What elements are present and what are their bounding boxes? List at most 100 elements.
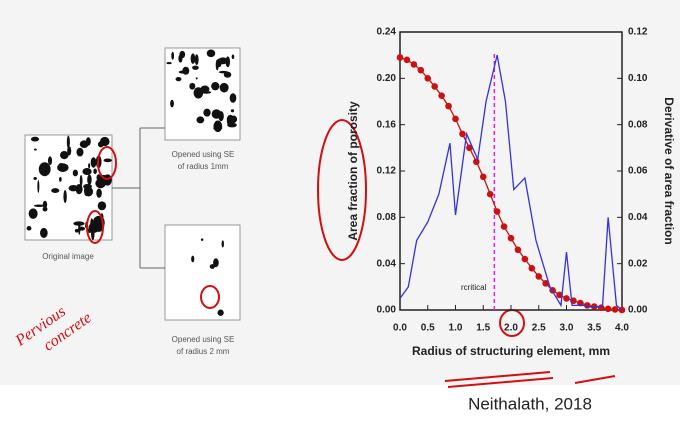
y-tick-label: 0.08: [377, 212, 397, 223]
pore: [43, 201, 47, 208]
pore: [211, 82, 219, 90]
point: [404, 57, 411, 64]
pore: [83, 184, 92, 189]
point: [529, 265, 536, 272]
y-tick-label: 0.12: [377, 166, 397, 177]
pore: [218, 57, 227, 64]
point: [522, 256, 529, 263]
y2-tick-label: 0.02: [628, 258, 648, 269]
pore: [232, 54, 235, 59]
pore: [196, 116, 204, 123]
y-tick-label: 0.16: [377, 119, 397, 130]
pore: [171, 52, 174, 60]
caption: of radius 1mm: [178, 162, 229, 171]
pore: [88, 163, 90, 168]
point: [535, 273, 542, 280]
x-tick-label: 2.0: [504, 323, 518, 334]
critical-label: rcritical: [461, 283, 487, 292]
pore: [91, 227, 95, 240]
pore: [213, 126, 222, 130]
pore: [210, 264, 215, 269]
pore: [98, 201, 106, 210]
pore: [170, 100, 174, 108]
pore: [192, 66, 199, 70]
pore: [103, 174, 112, 185]
y2-tick-label: 0.10: [628, 73, 648, 84]
pore: [216, 59, 219, 70]
point: [487, 191, 494, 198]
x-tick-label: 1.5: [476, 323, 490, 334]
pore: [34, 148, 37, 150]
x-tick-label: 2.5: [532, 323, 546, 334]
point: [473, 158, 480, 165]
y-axis-label: Area fraction of porosity: [346, 101, 360, 241]
citation: Neithalath, 2018: [468, 394, 592, 413]
x-tick-label: 3.0: [560, 323, 574, 334]
pore: [48, 156, 52, 165]
pore: [27, 226, 32, 231]
pore: [220, 83, 229, 93]
pore: [91, 157, 97, 167]
point: [459, 131, 466, 138]
point: [418, 67, 425, 74]
y-tick-label: 0.00: [377, 305, 397, 316]
pore: [230, 93, 237, 102]
pore: [231, 109, 234, 112]
pore: [219, 71, 228, 74]
slide: Original image Opened using SE of radius…: [0, 0, 680, 421]
caption: Opened using SE: [172, 150, 235, 159]
caption: Original image: [42, 252, 94, 261]
pore: [207, 49, 215, 57]
page: {"images": {"original": "Original image"…: [0, 0, 680, 421]
pore: [213, 112, 220, 115]
y2-axis-label: Derivative of area fraction: [662, 97, 676, 244]
pore: [200, 86, 209, 93]
pore: [69, 185, 79, 191]
pore: [51, 188, 59, 193]
pore: [75, 229, 79, 233]
point: [515, 246, 522, 253]
x-tick-label: 3.5: [587, 323, 601, 334]
pore: [73, 221, 84, 225]
point: [452, 116, 459, 123]
pore: [96, 188, 102, 197]
pore: [195, 54, 199, 65]
point: [480, 173, 487, 180]
point: [494, 208, 501, 215]
y-tick-label: 0.04: [377, 258, 397, 269]
point: [438, 92, 445, 99]
y2-tick-label: 0.06: [628, 166, 648, 177]
pore: [58, 163, 64, 170]
pore: [191, 53, 196, 63]
pore: [100, 137, 110, 146]
point: [411, 61, 418, 68]
pore: [203, 109, 210, 117]
caption: Opened using SE: [172, 335, 235, 344]
point: [431, 83, 438, 90]
pore: [222, 240, 224, 247]
point: [501, 223, 508, 230]
y2-tick-label: 0.08: [628, 119, 648, 130]
pore: [59, 177, 62, 182]
x-tick-label: 4.0: [615, 323, 629, 334]
pore: [176, 77, 182, 81]
y-tick-label: 0.24: [377, 27, 397, 38]
pore: [73, 170, 78, 177]
pore: [76, 148, 83, 157]
pore: [39, 162, 51, 176]
pore: [182, 67, 189, 75]
x-tick-label: 0.0: [393, 323, 407, 334]
pore: [31, 137, 39, 142]
point: [612, 306, 619, 313]
pore: [37, 180, 39, 193]
point: [563, 295, 570, 302]
pore: [189, 83, 195, 90]
pore: [63, 190, 66, 203]
x-tick-label: 1.0: [449, 323, 463, 334]
pore: [201, 238, 203, 241]
point: [397, 54, 404, 61]
y-tick-label: 0.20: [377, 73, 397, 84]
pore: [29, 208, 38, 219]
pore: [93, 168, 97, 174]
y2-tick-label: 0.12: [628, 27, 648, 38]
